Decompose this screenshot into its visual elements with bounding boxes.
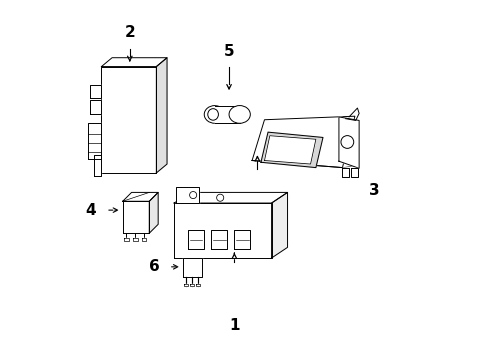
Polygon shape xyxy=(339,117,359,168)
Polygon shape xyxy=(271,192,288,258)
Polygon shape xyxy=(252,116,355,168)
Polygon shape xyxy=(142,238,147,241)
Polygon shape xyxy=(261,132,323,168)
Polygon shape xyxy=(88,123,101,159)
Polygon shape xyxy=(176,187,199,203)
Polygon shape xyxy=(122,201,149,233)
Text: 4: 4 xyxy=(85,203,96,218)
Text: 5: 5 xyxy=(224,45,234,59)
Polygon shape xyxy=(265,136,316,164)
Ellipse shape xyxy=(204,105,225,123)
Ellipse shape xyxy=(229,105,250,123)
Polygon shape xyxy=(184,284,188,286)
Polygon shape xyxy=(101,67,156,173)
Polygon shape xyxy=(156,58,167,173)
Polygon shape xyxy=(211,230,227,249)
Polygon shape xyxy=(101,58,167,67)
Polygon shape xyxy=(90,100,101,114)
Circle shape xyxy=(341,136,354,148)
Polygon shape xyxy=(183,258,202,278)
Circle shape xyxy=(217,194,224,201)
Polygon shape xyxy=(252,161,355,168)
Polygon shape xyxy=(215,105,240,123)
Polygon shape xyxy=(124,238,129,241)
Polygon shape xyxy=(133,238,138,241)
Polygon shape xyxy=(90,85,101,99)
Ellipse shape xyxy=(208,109,219,120)
Circle shape xyxy=(190,192,196,199)
Polygon shape xyxy=(94,155,101,176)
Polygon shape xyxy=(351,168,358,177)
Polygon shape xyxy=(122,192,158,201)
Polygon shape xyxy=(196,284,200,286)
Polygon shape xyxy=(174,203,271,258)
Polygon shape xyxy=(234,230,250,249)
Polygon shape xyxy=(190,284,194,286)
Text: 1: 1 xyxy=(229,318,240,333)
Text: 6: 6 xyxy=(149,259,160,274)
Polygon shape xyxy=(174,192,288,203)
Polygon shape xyxy=(343,168,349,177)
Text: 2: 2 xyxy=(124,25,135,40)
Polygon shape xyxy=(149,192,158,233)
Polygon shape xyxy=(188,230,204,249)
Text: 3: 3 xyxy=(369,183,380,198)
